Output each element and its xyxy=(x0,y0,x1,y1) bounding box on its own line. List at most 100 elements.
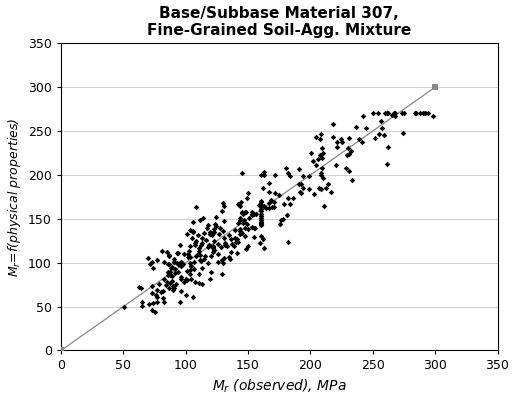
Point xyxy=(250,211,258,217)
Point xyxy=(198,281,206,287)
Point xyxy=(210,237,218,244)
Point xyxy=(362,125,370,131)
Point xyxy=(241,225,249,231)
Point xyxy=(245,243,253,249)
Point xyxy=(200,230,208,237)
Point xyxy=(203,243,212,250)
Point xyxy=(267,196,276,203)
Point xyxy=(299,184,307,191)
Point xyxy=(165,261,174,267)
Point xyxy=(399,130,407,136)
Point xyxy=(383,110,391,117)
Point xyxy=(203,259,212,266)
Point xyxy=(314,156,322,162)
Point xyxy=(221,239,229,246)
Point xyxy=(329,121,337,128)
Point xyxy=(256,202,265,209)
Point xyxy=(160,259,168,265)
Point xyxy=(182,275,191,282)
Point xyxy=(138,299,146,305)
Point xyxy=(200,255,209,262)
Point xyxy=(380,132,388,138)
Point xyxy=(219,259,227,266)
Point xyxy=(305,186,314,192)
Point xyxy=(166,279,175,286)
Point xyxy=(327,188,335,195)
Point xyxy=(166,272,174,279)
Point xyxy=(148,290,156,296)
Point xyxy=(153,257,161,263)
Point xyxy=(166,269,174,275)
Point xyxy=(160,298,168,305)
Point xyxy=(348,176,356,183)
Point xyxy=(186,260,195,267)
Point xyxy=(388,111,396,118)
Point xyxy=(209,249,217,255)
Point xyxy=(260,172,268,178)
Point xyxy=(280,201,288,208)
Point xyxy=(189,228,197,234)
Point xyxy=(195,247,203,254)
Point xyxy=(194,232,202,239)
Point xyxy=(186,227,194,233)
Point xyxy=(147,307,156,313)
Point xyxy=(296,189,304,196)
Point xyxy=(307,149,315,156)
Point xyxy=(158,247,166,254)
Point xyxy=(282,164,290,171)
Point xyxy=(207,229,215,235)
Y-axis label: $M_r$=f(physical properties): $M_r$=f(physical properties) xyxy=(6,117,23,277)
Point xyxy=(239,220,248,226)
Point xyxy=(318,150,327,156)
Point xyxy=(208,232,216,238)
Point xyxy=(319,175,327,182)
Point xyxy=(163,249,171,255)
Point xyxy=(203,225,211,231)
Point xyxy=(214,240,222,247)
Point xyxy=(238,209,246,215)
Point xyxy=(168,263,176,270)
Point xyxy=(234,201,242,207)
Point xyxy=(333,144,341,151)
Point xyxy=(265,180,273,186)
Point xyxy=(192,203,200,210)
Point xyxy=(310,191,318,197)
Point xyxy=(383,161,391,168)
Point xyxy=(236,198,245,205)
Point xyxy=(250,225,259,231)
Point xyxy=(277,217,285,223)
Point xyxy=(295,166,303,172)
Point xyxy=(195,271,203,277)
Point xyxy=(256,172,265,179)
Point xyxy=(233,236,241,243)
Point xyxy=(183,254,192,261)
Point xyxy=(153,287,161,293)
Point xyxy=(315,185,323,191)
Point xyxy=(322,185,331,192)
Point xyxy=(169,258,178,265)
Point xyxy=(227,235,235,242)
Point xyxy=(262,205,270,211)
Point xyxy=(260,203,268,209)
Point xyxy=(156,281,164,288)
Point xyxy=(299,173,307,179)
Point xyxy=(230,243,238,249)
Point xyxy=(419,110,427,117)
Point xyxy=(256,211,265,218)
Point xyxy=(231,235,239,241)
Point xyxy=(186,254,194,260)
Point xyxy=(268,204,276,210)
Point xyxy=(174,269,182,275)
Point xyxy=(235,228,244,235)
Point xyxy=(209,230,217,236)
Point xyxy=(219,255,228,261)
Point xyxy=(190,266,198,272)
Point xyxy=(194,251,202,257)
Point xyxy=(168,278,177,284)
Point xyxy=(260,169,268,176)
Point xyxy=(343,152,351,158)
Point xyxy=(259,185,267,191)
Point xyxy=(238,210,246,216)
Point xyxy=(421,110,429,117)
Point xyxy=(390,110,398,117)
